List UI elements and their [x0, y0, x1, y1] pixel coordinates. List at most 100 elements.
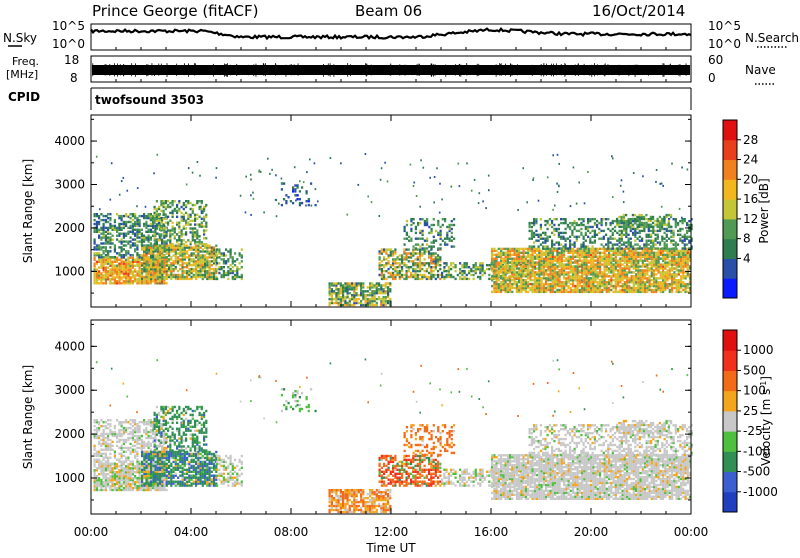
power-cell: [178, 231, 180, 233]
power-cell: [428, 245, 430, 247]
power-cell: [148, 246, 150, 248]
power-cell: [437, 270, 439, 272]
power-cell: [174, 200, 176, 202]
power-cell: [571, 243, 573, 245]
power-cell: [443, 276, 445, 278]
power-cell: [143, 276, 145, 278]
power-cell: [578, 224, 580, 226]
power-cell: [164, 254, 166, 256]
power-cell: [446, 262, 448, 264]
power-cell: [565, 289, 567, 291]
power-cell: [347, 302, 349, 304]
power-cell: [141, 278, 143, 280]
power-cell: [164, 276, 166, 278]
power-cell: [374, 284, 376, 286]
power-cell: [160, 222, 162, 224]
power-cell: [630, 238, 632, 240]
power-cell: [165, 206, 167, 208]
power-cell: [100, 254, 102, 256]
power-cell: [143, 280, 145, 282]
power-cell: [623, 234, 625, 236]
power-cell: [109, 213, 111, 215]
power-cell: [123, 244, 125, 246]
power-cell: [644, 269, 646, 271]
power-cell: [109, 236, 111, 238]
power-cell: [98, 244, 100, 246]
power-cell: [389, 288, 391, 290]
power-cell: [193, 252, 195, 254]
power-cell: [646, 277, 648, 279]
power-cell: [583, 241, 585, 243]
power-cell: [628, 277, 630, 279]
power-cell: [406, 252, 408, 254]
power-cell: [380, 284, 382, 286]
power-cell: [574, 236, 576, 238]
power-cell: [333, 298, 335, 300]
power-cell: [531, 222, 533, 224]
power-cell: [107, 227, 109, 229]
power-cell: [185, 200, 187, 202]
power-cell: [547, 228, 549, 230]
power-cell: [112, 261, 114, 263]
power-cell: [167, 239, 169, 241]
power-cell: [118, 246, 120, 248]
power-cell: [671, 273, 673, 275]
power-cell: [639, 240, 641, 242]
power-cell: [502, 258, 504, 260]
power-cell: [371, 290, 373, 292]
power-cell: [595, 263, 597, 265]
power-cell: [187, 239, 189, 241]
power-cell: [193, 274, 195, 276]
power-cell: [188, 246, 190, 248]
power-cell: [358, 302, 360, 304]
power-cell: [529, 238, 531, 240]
power-cell: [675, 241, 677, 243]
power-cell: [184, 266, 186, 268]
power-cell: [666, 214, 668, 216]
power-cell: [572, 289, 574, 291]
power-cell: [114, 265, 116, 267]
power-cell: [621, 216, 623, 218]
power-cell: [650, 224, 652, 226]
power-cell: [655, 252, 657, 254]
power-cell: [225, 248, 227, 250]
power-cell: [148, 235, 150, 237]
power-cell: [125, 221, 127, 223]
power-cell: [498, 283, 500, 285]
power-cell: [433, 266, 435, 268]
power-cell: [639, 230, 641, 232]
power-cell: [588, 265, 590, 267]
power-cell: [662, 263, 664, 265]
power-cell: [181, 212, 183, 214]
power-cell: [406, 224, 408, 226]
power-cell: [163, 240, 165, 242]
power-cell: [132, 238, 134, 240]
power-cell: [670, 236, 672, 238]
power-cell: [397, 256, 399, 258]
power-cell: [203, 243, 205, 245]
power-cell: [114, 276, 116, 278]
power-cell: [628, 285, 630, 287]
power-cell: [218, 262, 220, 264]
power-cell: [574, 265, 576, 267]
power-cell: [453, 245, 455, 247]
power-cell: [551, 226, 553, 228]
power-cell: [178, 222, 180, 224]
power-cell: [639, 245, 641, 247]
power-cell: [141, 245, 143, 247]
power-cell: [410, 272, 412, 274]
power-cell: [96, 213, 98, 215]
power-cell: [109, 278, 111, 280]
power-cell: [344, 296, 346, 298]
power-cell: [173, 260, 175, 262]
power-cell: [98, 266, 100, 268]
power-cell: [196, 223, 198, 225]
power-cell: [585, 226, 587, 228]
power-cell: [451, 224, 453, 226]
power-cell: [657, 247, 659, 249]
power-cell: [449, 224, 451, 226]
power-cell: [554, 256, 556, 258]
power-cell: [589, 218, 591, 220]
power-cell: [385, 296, 387, 298]
power-cell: [595, 248, 597, 250]
